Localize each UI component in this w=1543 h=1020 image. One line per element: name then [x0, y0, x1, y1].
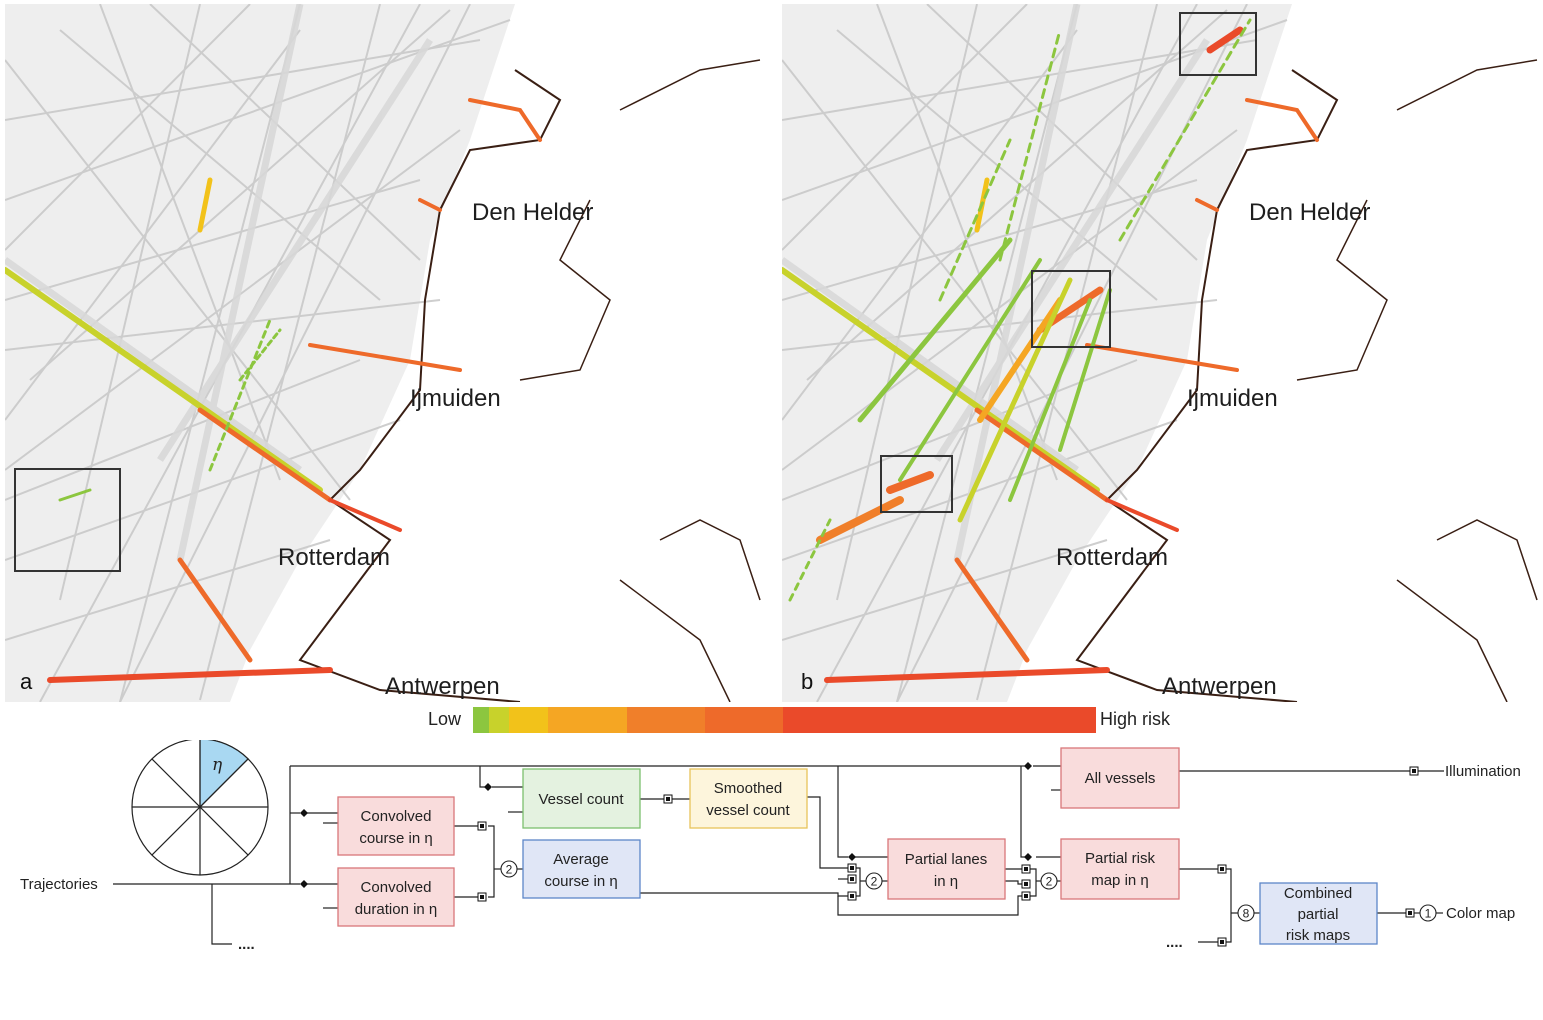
box-vessel-count: Vessel count: [522, 768, 641, 829]
panel-letter: a: [20, 669, 33, 694]
output-color-map: Color map: [1446, 905, 1515, 922]
svg-text:2: 2: [506, 863, 513, 877]
svg-text:Smoothed: Smoothed: [714, 780, 782, 797]
svg-text:2: 2: [1046, 875, 1053, 889]
risk-highlights: [782, 18, 1319, 683]
legend-segment: [705, 707, 783, 733]
city-label-antwerpen: Antwerpen: [385, 673, 500, 700]
branch-diamonds: [300, 762, 1032, 888]
svg-text:in η: in η: [934, 873, 958, 890]
legend-low-label: Low: [428, 709, 462, 729]
counter-avg-course: 2: [500, 860, 518, 878]
counter-color-map: 1: [1419, 904, 1437, 922]
legend-segment: [473, 707, 489, 733]
city-label-ijmuiden: Ijmuiden: [1187, 385, 1278, 412]
counter-partial-risk: 2: [1040, 872, 1058, 890]
map-panel-b: [782, 4, 1543, 702]
svg-text:Convolved: Convolved: [361, 808, 432, 825]
highlight-box: [1031, 270, 1111, 348]
city-label-den-helder: Den Helder: [1249, 199, 1370, 226]
svg-text:duration in η: duration in η: [355, 901, 438, 918]
box-smoothed-vessel-count: Smoothed vessel count: [689, 768, 808, 829]
box-all-vessels: All vessels: [1060, 747, 1180, 809]
map-panel-a: [5, 4, 763, 702]
risk-color-bar: [473, 707, 1096, 733]
direction-sector-wheel: η: [131, 740, 269, 876]
svg-text:partial: partial: [1298, 906, 1339, 923]
panel-letter: b: [801, 669, 813, 694]
vessel-tracks: [782, 4, 1288, 702]
ellipsis-left: ....: [238, 936, 255, 953]
city-label-den-helder: Den Helder: [472, 199, 593, 226]
svg-text:Partial lanes: Partial lanes: [905, 851, 988, 868]
box-partial-risk-map: Partial risk map in η: [1060, 838, 1180, 900]
ellipsis-right: ....: [1166, 934, 1183, 951]
legend-segment: [489, 707, 509, 733]
box-convolved-duration: Convolved duration in η: [337, 867, 455, 927]
svg-text:map in η: map in η: [1091, 872, 1149, 889]
sector-eta-label: η: [212, 755, 223, 775]
flow-wires: [113, 765, 1444, 945]
legend-segment: [548, 707, 627, 733]
pipeline-diagram: η: [20, 740, 1521, 953]
svg-text:vessel count: vessel count: [706, 802, 790, 819]
risk-highlights: [5, 98, 542, 683]
legend-segment: [783, 707, 1096, 733]
coastline: [298, 69, 562, 702]
box-partial-lanes: Partial lanes in η: [887, 838, 1006, 900]
city-label-antwerpen: Antwerpen: [1162, 673, 1277, 700]
svg-text:Combined: Combined: [1284, 885, 1352, 902]
map-panels: a Den Helder Ijmuiden Rotterdam Antwerpe…: [5, 4, 1543, 702]
svg-text:Convolved: Convolved: [361, 879, 432, 896]
coastline: [1075, 69, 1339, 702]
counter-combined: 8: [1237, 904, 1255, 922]
svg-text:Vessel count: Vessel count: [538, 791, 624, 808]
svg-text:All vessels: All vessels: [1085, 770, 1156, 787]
city-label-rotterdam: Rotterdam: [278, 544, 390, 571]
legend-segment: [509, 707, 548, 733]
svg-text:8: 8: [1243, 907, 1250, 921]
legend-segment: [627, 707, 705, 733]
svg-text:1: 1: [1425, 907, 1432, 921]
risk-legend: Low High risk: [428, 707, 1171, 733]
svg-text:Average: Average: [553, 851, 609, 868]
svg-text:course in η: course in η: [544, 873, 617, 890]
highlight-box: [1179, 12, 1257, 76]
city-label-rotterdam: Rotterdam: [1056, 544, 1168, 571]
highlight-box: [14, 468, 121, 572]
city-label-ijmuiden: Ijmuiden: [410, 385, 501, 412]
input-trajectories: Trajectories: [20, 876, 98, 893]
highlight-box: [880, 455, 953, 513]
box-average-course: Average course in η: [522, 839, 641, 899]
box-combined-risk-maps: Combined partial risk maps: [1259, 882, 1378, 945]
svg-text:2: 2: [871, 875, 878, 889]
legend-high-label: High risk: [1100, 709, 1171, 729]
svg-text:course in η: course in η: [359, 830, 432, 847]
output-illumination: Illumination: [1445, 763, 1521, 780]
svg-text:Partial risk: Partial risk: [1085, 850, 1156, 867]
svg-text:risk maps: risk maps: [1286, 927, 1350, 944]
counter-partial-lanes: 2: [865, 872, 883, 890]
box-convolved-course: Convolved course in η: [337, 796, 455, 856]
